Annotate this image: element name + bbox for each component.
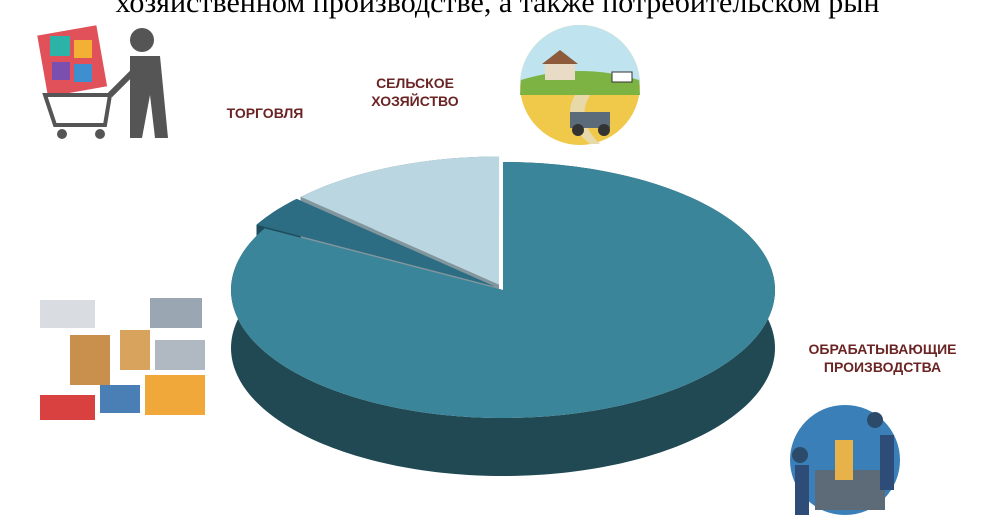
slice: [256, 198, 495, 287]
slice-label: ОБРАБАТЫВАЮЩИЕ ПРОИЗВОДСТВА: [808, 341, 957, 375]
shopping-icon: [37, 25, 168, 139]
chart-title: хозяйственном производстве, а также потр…: [115, 0, 880, 19]
slice: [231, 162, 775, 418]
farm-icon: [520, 25, 640, 145]
slice: [300, 156, 500, 285]
warehouse-icon: [40, 298, 205, 420]
slice-label: ТОРГОВЛЯ: [226, 105, 304, 121]
slice-tops: [231, 156, 775, 418]
factory-icon: [790, 405, 900, 515]
slice-label: СЕЛЬСКОЕ ХОЗЯЙСТВО: [371, 75, 459, 109]
